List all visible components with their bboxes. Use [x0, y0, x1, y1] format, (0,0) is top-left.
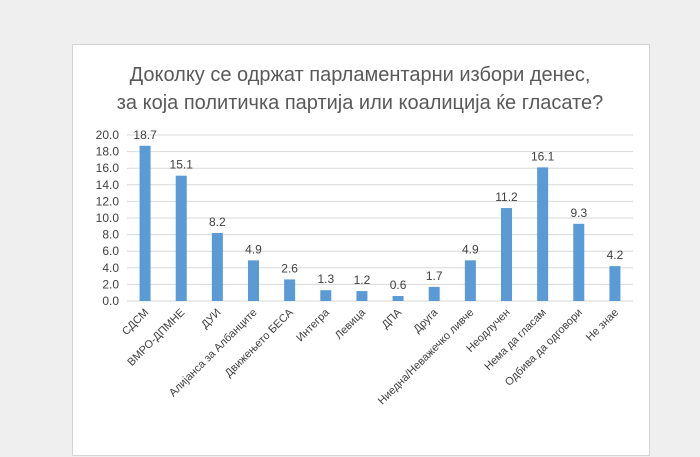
bar — [537, 167, 549, 301]
bar — [175, 175, 187, 301]
data-label: 1.2 — [354, 273, 371, 287]
category-label: Интегра — [294, 306, 332, 344]
bar — [320, 290, 332, 301]
bar — [609, 266, 621, 301]
category-label: ДПА — [380, 306, 405, 331]
data-label: 1.3 — [317, 272, 334, 286]
data-label: 4.2 — [607, 248, 624, 262]
data-label: 18.7 — [133, 128, 157, 142]
y-axis-ticks: 0.0 2.0 4.0 6.0 8.0 10.0 12.0 14.0 16.0 18.0 20.0 — [96, 128, 120, 308]
chart-frame: Доколку се одржат парламентарни избори д… — [72, 44, 650, 456]
data-label: 15.1 — [170, 158, 194, 172]
bar — [464, 260, 476, 301]
data-label: 4.9 — [462, 242, 479, 256]
bar — [428, 286, 440, 301]
category-label: Не знае — [584, 307, 621, 344]
category-label: ДУИ — [199, 307, 223, 331]
bar — [573, 223, 585, 301]
y-tick-label: 10.0 — [96, 211, 120, 225]
data-label: 2.6 — [281, 261, 298, 275]
y-tick-label: 0.0 — [102, 294, 119, 308]
bars — [139, 145, 621, 301]
y-tick-label: 12.0 — [96, 194, 120, 208]
data-label: 0.6 — [390, 278, 407, 292]
y-tick-label: 4.0 — [102, 261, 119, 275]
y-tick-label: 20.0 — [96, 128, 120, 142]
data-labels: 18.7 15.1 8.2 4.9 2.6 1.3 1.2 0.6 1.7 4.9 11.2 16.1… — [133, 128, 623, 292]
y-tick-label: 14.0 — [96, 178, 120, 192]
chart-title-line-1: Доколку се одржат парламентарни избори д… — [130, 64, 591, 86]
bar — [139, 145, 151, 301]
category-label: СДСМ — [120, 307, 151, 338]
bar — [392, 296, 404, 301]
bar — [356, 291, 368, 301]
bar — [211, 232, 223, 301]
data-label: 4.9 — [245, 242, 262, 256]
chart-title-line-2: за која политичка партија или коалиција … — [117, 92, 603, 114]
bar — [501, 208, 512, 301]
data-label: 16.1 — [531, 149, 555, 163]
y-tick-label: 6.0 — [102, 244, 119, 258]
data-label: 1.7 — [426, 269, 443, 283]
category-label: Движењето БЕСА — [223, 306, 297, 380]
category-label: Левица — [333, 306, 369, 342]
category-label: Друга — [411, 306, 440, 335]
y-tick-label: 18.0 — [96, 145, 120, 159]
data-label: 9.3 — [570, 206, 587, 220]
bar — [284, 279, 296, 301]
y-tick-label: 16.0 — [96, 161, 120, 175]
y-tick-label: 8.0 — [102, 228, 119, 242]
data-label: 11.2 — [495, 190, 518, 204]
bar — [248, 260, 259, 301]
grid-lines — [127, 134, 633, 302]
category-label: Нема да гласам — [482, 307, 548, 373]
data-label: 8.2 — [209, 215, 226, 229]
bar-chart: Доколку се одржат парламентарни избори д… — [96, 64, 633, 407]
y-tick-label: 2.0 — [102, 277, 119, 291]
